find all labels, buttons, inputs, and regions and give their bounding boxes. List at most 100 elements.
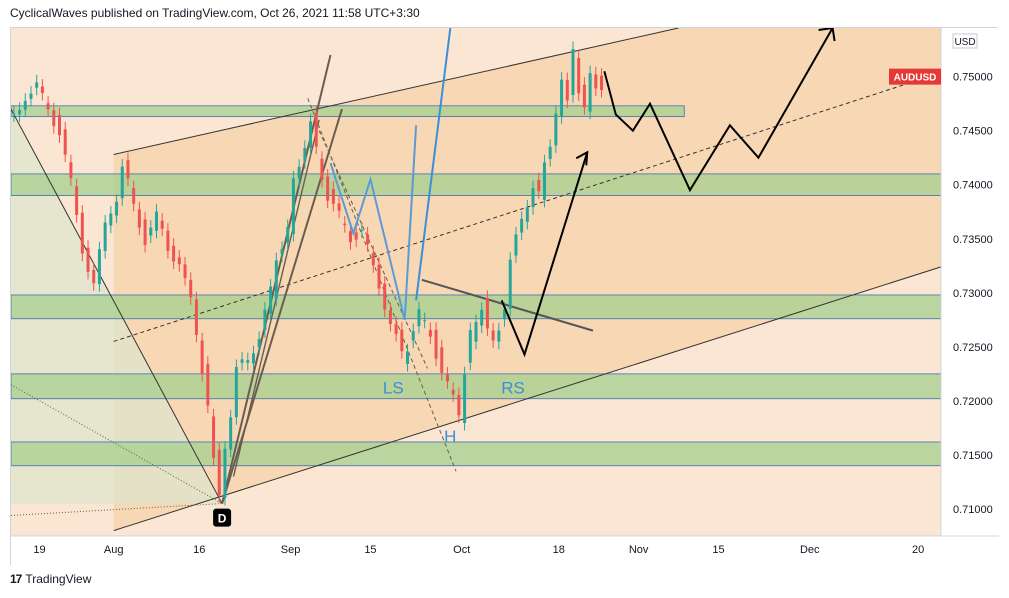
candle bbox=[18, 102, 22, 122]
time-tick-label: 18 bbox=[553, 544, 565, 556]
footer: 17 TradingView bbox=[10, 572, 91, 586]
candle bbox=[280, 241, 284, 262]
candle bbox=[109, 205, 113, 234]
neckline bbox=[421, 278, 594, 332]
candle bbox=[69, 154, 73, 186]
channel-fill bbox=[113, 28, 941, 531]
candle bbox=[366, 226, 370, 252]
time-tick-label: 16 bbox=[193, 544, 205, 556]
candle bbox=[189, 272, 193, 305]
dotted-line-b bbox=[11, 503, 223, 516]
candle bbox=[560, 72, 564, 124]
candle-body bbox=[251, 353, 255, 364]
chart-frame[interactable]: LS H RS D 0.71000 0.71500 0.72000 0.72500 0.7300… bbox=[10, 27, 999, 566]
candle-body bbox=[548, 146, 552, 159]
candle-body bbox=[525, 207, 529, 222]
candle bbox=[35, 74, 39, 96]
symbol-tag bbox=[889, 68, 941, 85]
candle-body bbox=[491, 330, 495, 341]
candle-body bbox=[132, 188, 136, 204]
candle-body bbox=[594, 74, 598, 89]
candle bbox=[542, 154, 546, 208]
candle bbox=[577, 50, 581, 101]
candle bbox=[52, 102, 56, 134]
candle-body bbox=[35, 82, 39, 88]
candle bbox=[400, 322, 404, 359]
candle-body bbox=[303, 147, 307, 162]
candle bbox=[451, 382, 455, 402]
candle bbox=[206, 356, 210, 414]
candle-body bbox=[582, 84, 586, 108]
price-tick-label: 0.73500 bbox=[953, 234, 993, 246]
candle bbox=[360, 222, 364, 238]
candle-body bbox=[508, 259, 512, 309]
candle bbox=[337, 195, 341, 219]
pattern-label-ls: LS bbox=[383, 378, 404, 397]
candle bbox=[531, 180, 535, 215]
candle-body bbox=[137, 209, 141, 228]
candle-body bbox=[160, 220, 164, 229]
candle bbox=[445, 367, 449, 389]
candle-body bbox=[177, 257, 181, 265]
projection-arrowhead bbox=[818, 28, 836, 42]
candle-body bbox=[86, 247, 90, 272]
candle-body bbox=[286, 226, 290, 243]
support-zone-4 bbox=[11, 441, 942, 467]
candle-body bbox=[371, 253, 375, 266]
candle-body bbox=[309, 121, 313, 148]
candle-body bbox=[485, 298, 489, 329]
candle-body bbox=[520, 218, 524, 233]
candle bbox=[371, 245, 375, 273]
candle bbox=[86, 240, 90, 280]
chart-canvas[interactable]: LS H RS D 0.71000 0.71500 0.72000 0.72500 0.7300… bbox=[11, 28, 999, 566]
candle bbox=[29, 86, 33, 107]
candle-body bbox=[326, 176, 330, 201]
candle bbox=[149, 220, 153, 243]
time-tick-label: Nov bbox=[629, 544, 649, 556]
candle-body bbox=[57, 115, 61, 136]
candle bbox=[23, 93, 27, 118]
candle-body bbox=[331, 189, 335, 204]
falling-dashed-2 bbox=[318, 130, 428, 369]
candle-body bbox=[194, 299, 198, 335]
marker-d-label: D bbox=[218, 512, 227, 526]
candle bbox=[263, 302, 267, 338]
candle bbox=[75, 178, 79, 223]
candle-body bbox=[18, 110, 22, 115]
candle bbox=[525, 199, 529, 230]
candle bbox=[223, 441, 227, 506]
candle bbox=[343, 216, 347, 233]
candle-body bbox=[542, 162, 546, 200]
candle bbox=[120, 158, 124, 206]
candle-body bbox=[46, 103, 50, 110]
candle-body bbox=[40, 86, 44, 93]
candle-body bbox=[468, 330, 472, 363]
candle-body bbox=[217, 449, 221, 496]
candle-body bbox=[229, 417, 233, 450]
price-tick-label: 0.74500 bbox=[953, 126, 993, 138]
candle-body bbox=[348, 231, 352, 243]
tradingview-logo-icon[interactable]: 17 bbox=[10, 572, 22, 586]
brand-label[interactable]: TradingView bbox=[25, 572, 92, 586]
candle bbox=[40, 79, 44, 101]
candle bbox=[286, 219, 290, 251]
candle-body bbox=[451, 389, 455, 395]
time-tick-label: Dec bbox=[800, 544, 820, 556]
price-axis-background bbox=[942, 28, 999, 536]
candle bbox=[411, 323, 415, 349]
time-axis-background bbox=[11, 536, 999, 566]
candle bbox=[520, 211, 524, 241]
candle bbox=[377, 257, 381, 297]
candle bbox=[92, 262, 96, 291]
candle bbox=[200, 332, 204, 382]
publish-header: CyclicalWaves published on TradingView.c… bbox=[10, 6, 420, 20]
candle bbox=[217, 442, 221, 503]
time-tick-label: Sep bbox=[281, 544, 301, 556]
candle bbox=[320, 151, 324, 188]
pattern-label-rs: RS bbox=[501, 378, 525, 397]
time-tick-label: 15 bbox=[712, 544, 724, 556]
candle-body bbox=[514, 234, 518, 256]
candle bbox=[571, 41, 575, 103]
candle bbox=[565, 72, 569, 108]
candle bbox=[497, 322, 501, 350]
